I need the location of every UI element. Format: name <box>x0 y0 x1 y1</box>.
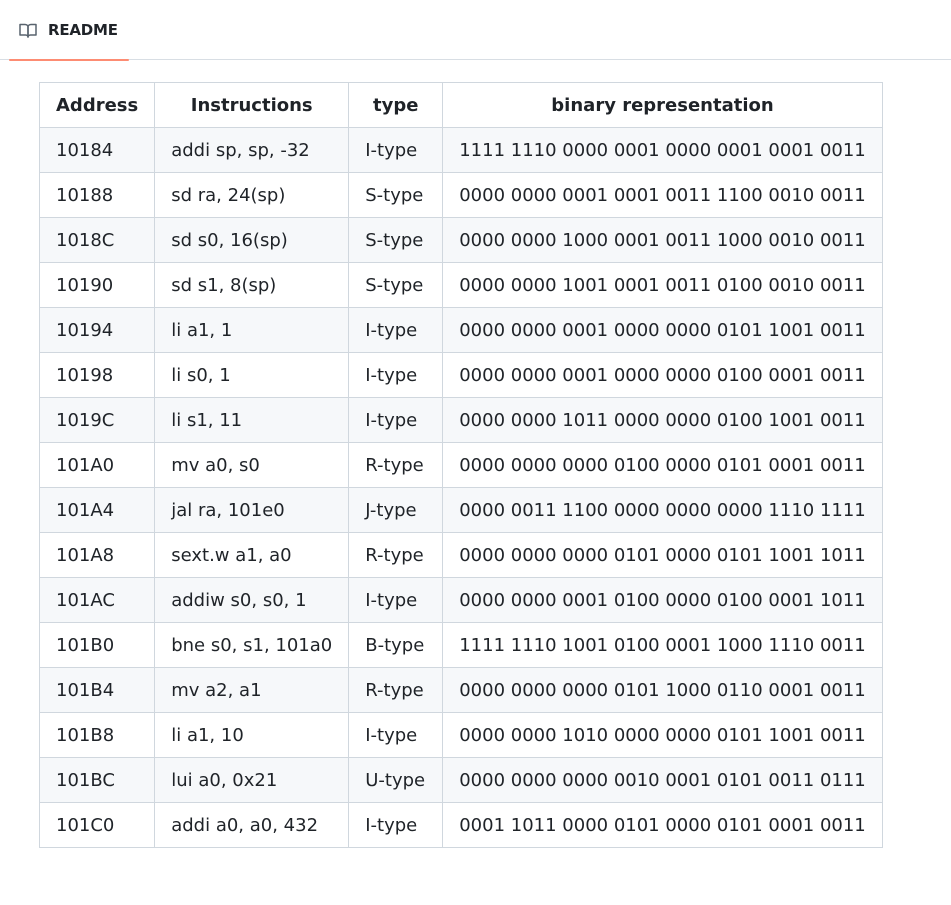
instruction-cell: lui a0, 0x21 <box>154 757 350 803</box>
type-cell: R-type <box>348 532 444 578</box>
binary-cell: 0000 0000 1001 0001 0011 0100 0010 0011 <box>442 262 883 308</box>
instruction-cell: sext.w a1, a0 <box>154 532 350 578</box>
type-cell: S-type <box>348 217 444 263</box>
type-cell: I-type <box>348 397 444 443</box>
address-cell: 10194 <box>38 307 156 353</box>
binary-cell: 0000 0000 1010 0000 0000 0101 1001 0011 <box>442 712 883 758</box>
binary-cell: 0001 1011 0000 0101 0000 0101 0001 0011 <box>442 802 883 848</box>
table-row: 101AC addiw s0, s0, 1 I-type 0000 0000 0001… <box>38 577 883 623</box>
binary-cell: 0000 0000 1011 0000 0000 0100 1001 0011 <box>442 397 883 443</box>
instruction-cell: sd s0, 16(sp) <box>154 217 350 263</box>
instruction-cell: mv a0, s0 <box>154 442 350 488</box>
type-cell: S-type <box>348 262 444 308</box>
table-row: 101B0 bne s0, s1, 101a0 B-type 1111 1110 10… <box>38 622 883 668</box>
header-binary-representation: binary representation <box>442 82 883 128</box>
address-cell: 10190 <box>38 262 156 308</box>
instruction-cell: addi a0, a0, 432 <box>154 802 350 848</box>
type-cell: R-type <box>348 442 444 488</box>
table-row: 10184 addi sp, sp, -32 I-type 1111 1110 000… <box>38 127 883 173</box>
binary-cell: 0000 0000 0000 0100 0000 0101 0001 0011 <box>442 442 883 488</box>
binary-cell: 0000 0000 0001 0000 0000 0100 0001 0011 <box>442 352 883 398</box>
instruction-table: Address Instructions type binary represe… <box>38 82 883 848</box>
instruction-cell: li a1, 1 <box>154 307 350 353</box>
address-cell: 101B0 <box>38 622 156 668</box>
header-instructions: Instructions <box>154 82 350 128</box>
type-cell: B-type <box>348 622 444 668</box>
instruction-cell: addi sp, sp, -32 <box>154 127 350 173</box>
type-cell: R-type <box>348 667 444 713</box>
instruction-cell: li a1, 10 <box>154 712 350 758</box>
instruction-cell: bne s0, s1, 101a0 <box>154 622 350 668</box>
header-type: type <box>348 82 444 128</box>
binary-cell: 0000 0000 0000 0101 0000 0101 1001 1011 <box>442 532 883 578</box>
type-cell: U-type <box>348 757 444 803</box>
address-cell: 1019C <box>38 397 156 443</box>
table-row: 101C0 addi a0, a0, 432 I-type 0001 1011 000… <box>38 802 883 848</box>
instruction-cell: li s1, 11 <box>154 397 350 443</box>
instruction-cell: addiw s0, s0, 1 <box>154 577 350 623</box>
address-cell: 10188 <box>38 172 156 218</box>
instruction-cell: sd s1, 8(sp) <box>154 262 350 308</box>
readme-tab-label: README <box>48 21 118 39</box>
instruction-cell: sd ra, 24(sp) <box>154 172 350 218</box>
address-cell: 101B8 <box>38 712 156 758</box>
binary-cell: 0000 0000 0000 0010 0001 0101 0011 0111 <box>442 757 883 803</box>
table-row: 1018C sd s0, 16(sp) S-type 0000 0000 1000 0… <box>38 217 883 263</box>
table-row: 101BC lui a0, 0x21 U-type 0000 0000 0000 00… <box>38 757 883 803</box>
address-cell: 101C0 <box>38 802 156 848</box>
type-cell: I-type <box>348 712 444 758</box>
header-address: Address <box>38 82 156 128</box>
binary-cell: 0000 0000 0001 0000 0000 0101 1001 0011 <box>442 307 883 353</box>
table-row: 101B4 mv a2, a1 R-type 0000 0000 0000 0101 … <box>38 667 883 713</box>
type-cell: I-type <box>348 307 444 353</box>
type-cell: I-type <box>348 127 444 173</box>
binary-cell: 1111 1110 0000 0001 0000 0001 0001 0011 <box>442 127 883 173</box>
address-cell: 101A8 <box>38 532 156 578</box>
table-row: 10194 li a1, 1 I-type 0000 0000 0001 0000 0… <box>38 307 883 353</box>
binary-cell: 0000 0000 0000 0101 1000 0110 0001 0011 <box>442 667 883 713</box>
instruction-cell: jal ra, 101e0 <box>154 487 350 533</box>
readme-tab-bar: README <box>0 0 951 61</box>
table-row: 10188 sd ra, 24(sp) S-type 0000 0000 0001 0… <box>38 172 883 218</box>
binary-cell: 1111 1110 1001 0100 0001 1000 1110 0011 <box>442 622 883 668</box>
address-cell: 10198 <box>38 352 156 398</box>
table-row: 1019C li s1, 11 I-type 0000 0000 1011 0000 … <box>38 397 883 443</box>
instruction-cell: li s0, 1 <box>154 352 350 398</box>
table-row: 101B8 li a1, 10 I-type 0000 0000 1010 0000 … <box>38 712 883 758</box>
instruction-cell: mv a2, a1 <box>154 667 350 713</box>
address-cell: 1018C <box>38 217 156 263</box>
address-cell: 101AC <box>38 577 156 623</box>
address-cell: 101B4 <box>38 667 156 713</box>
type-cell: I-type <box>348 802 444 848</box>
address-cell: 101BC <box>38 757 156 803</box>
address-cell: 101A0 <box>38 442 156 488</box>
table-row: 10198 li s0, 1 I-type 0000 0000 0001 0000 0… <box>38 352 883 398</box>
table-header-row: Address Instructions type binary represe… <box>38 82 883 128</box>
type-cell: S-type <box>348 172 444 218</box>
type-cell: I-type <box>348 352 444 398</box>
active-tab-underline <box>9 59 129 61</box>
table-body: 10184 addi sp, sp, -32 I-type 1111 1110 000… <box>38 127 883 848</box>
binary-cell: 0000 0000 0001 0001 0011 1100 0010 0011 <box>442 172 883 218</box>
table-row: 101A4 jal ra, 101e0 J-type 0000 0011 1100 0… <box>38 487 883 533</box>
table-row: 101A8 sext.w a1, a0 R-type 0000 0000 0000 0… <box>38 532 883 578</box>
table-row: 101A0 mv a0, s0 R-type 0000 0000 0000 0100 … <box>38 442 883 488</box>
address-cell: 101A4 <box>38 487 156 533</box>
type-cell: J-type <box>348 487 444 533</box>
table-row: 10190 sd s1, 8(sp) S-type 0000 0000 1001 00… <box>38 262 883 308</box>
binary-cell: 0000 0011 1100 0000 0000 0000 1110 1111 <box>442 487 883 533</box>
binary-cell: 0000 0000 0001 0100 0000 0100 0001 1011 <box>442 577 883 623</box>
address-cell: 10184 <box>38 127 156 173</box>
binary-cell: 0000 0000 1000 0001 0011 1000 0010 0011 <box>442 217 883 263</box>
type-cell: I-type <box>348 577 444 623</box>
book-icon <box>19 22 39 38</box>
readme-tab[interactable]: README <box>9 0 129 61</box>
